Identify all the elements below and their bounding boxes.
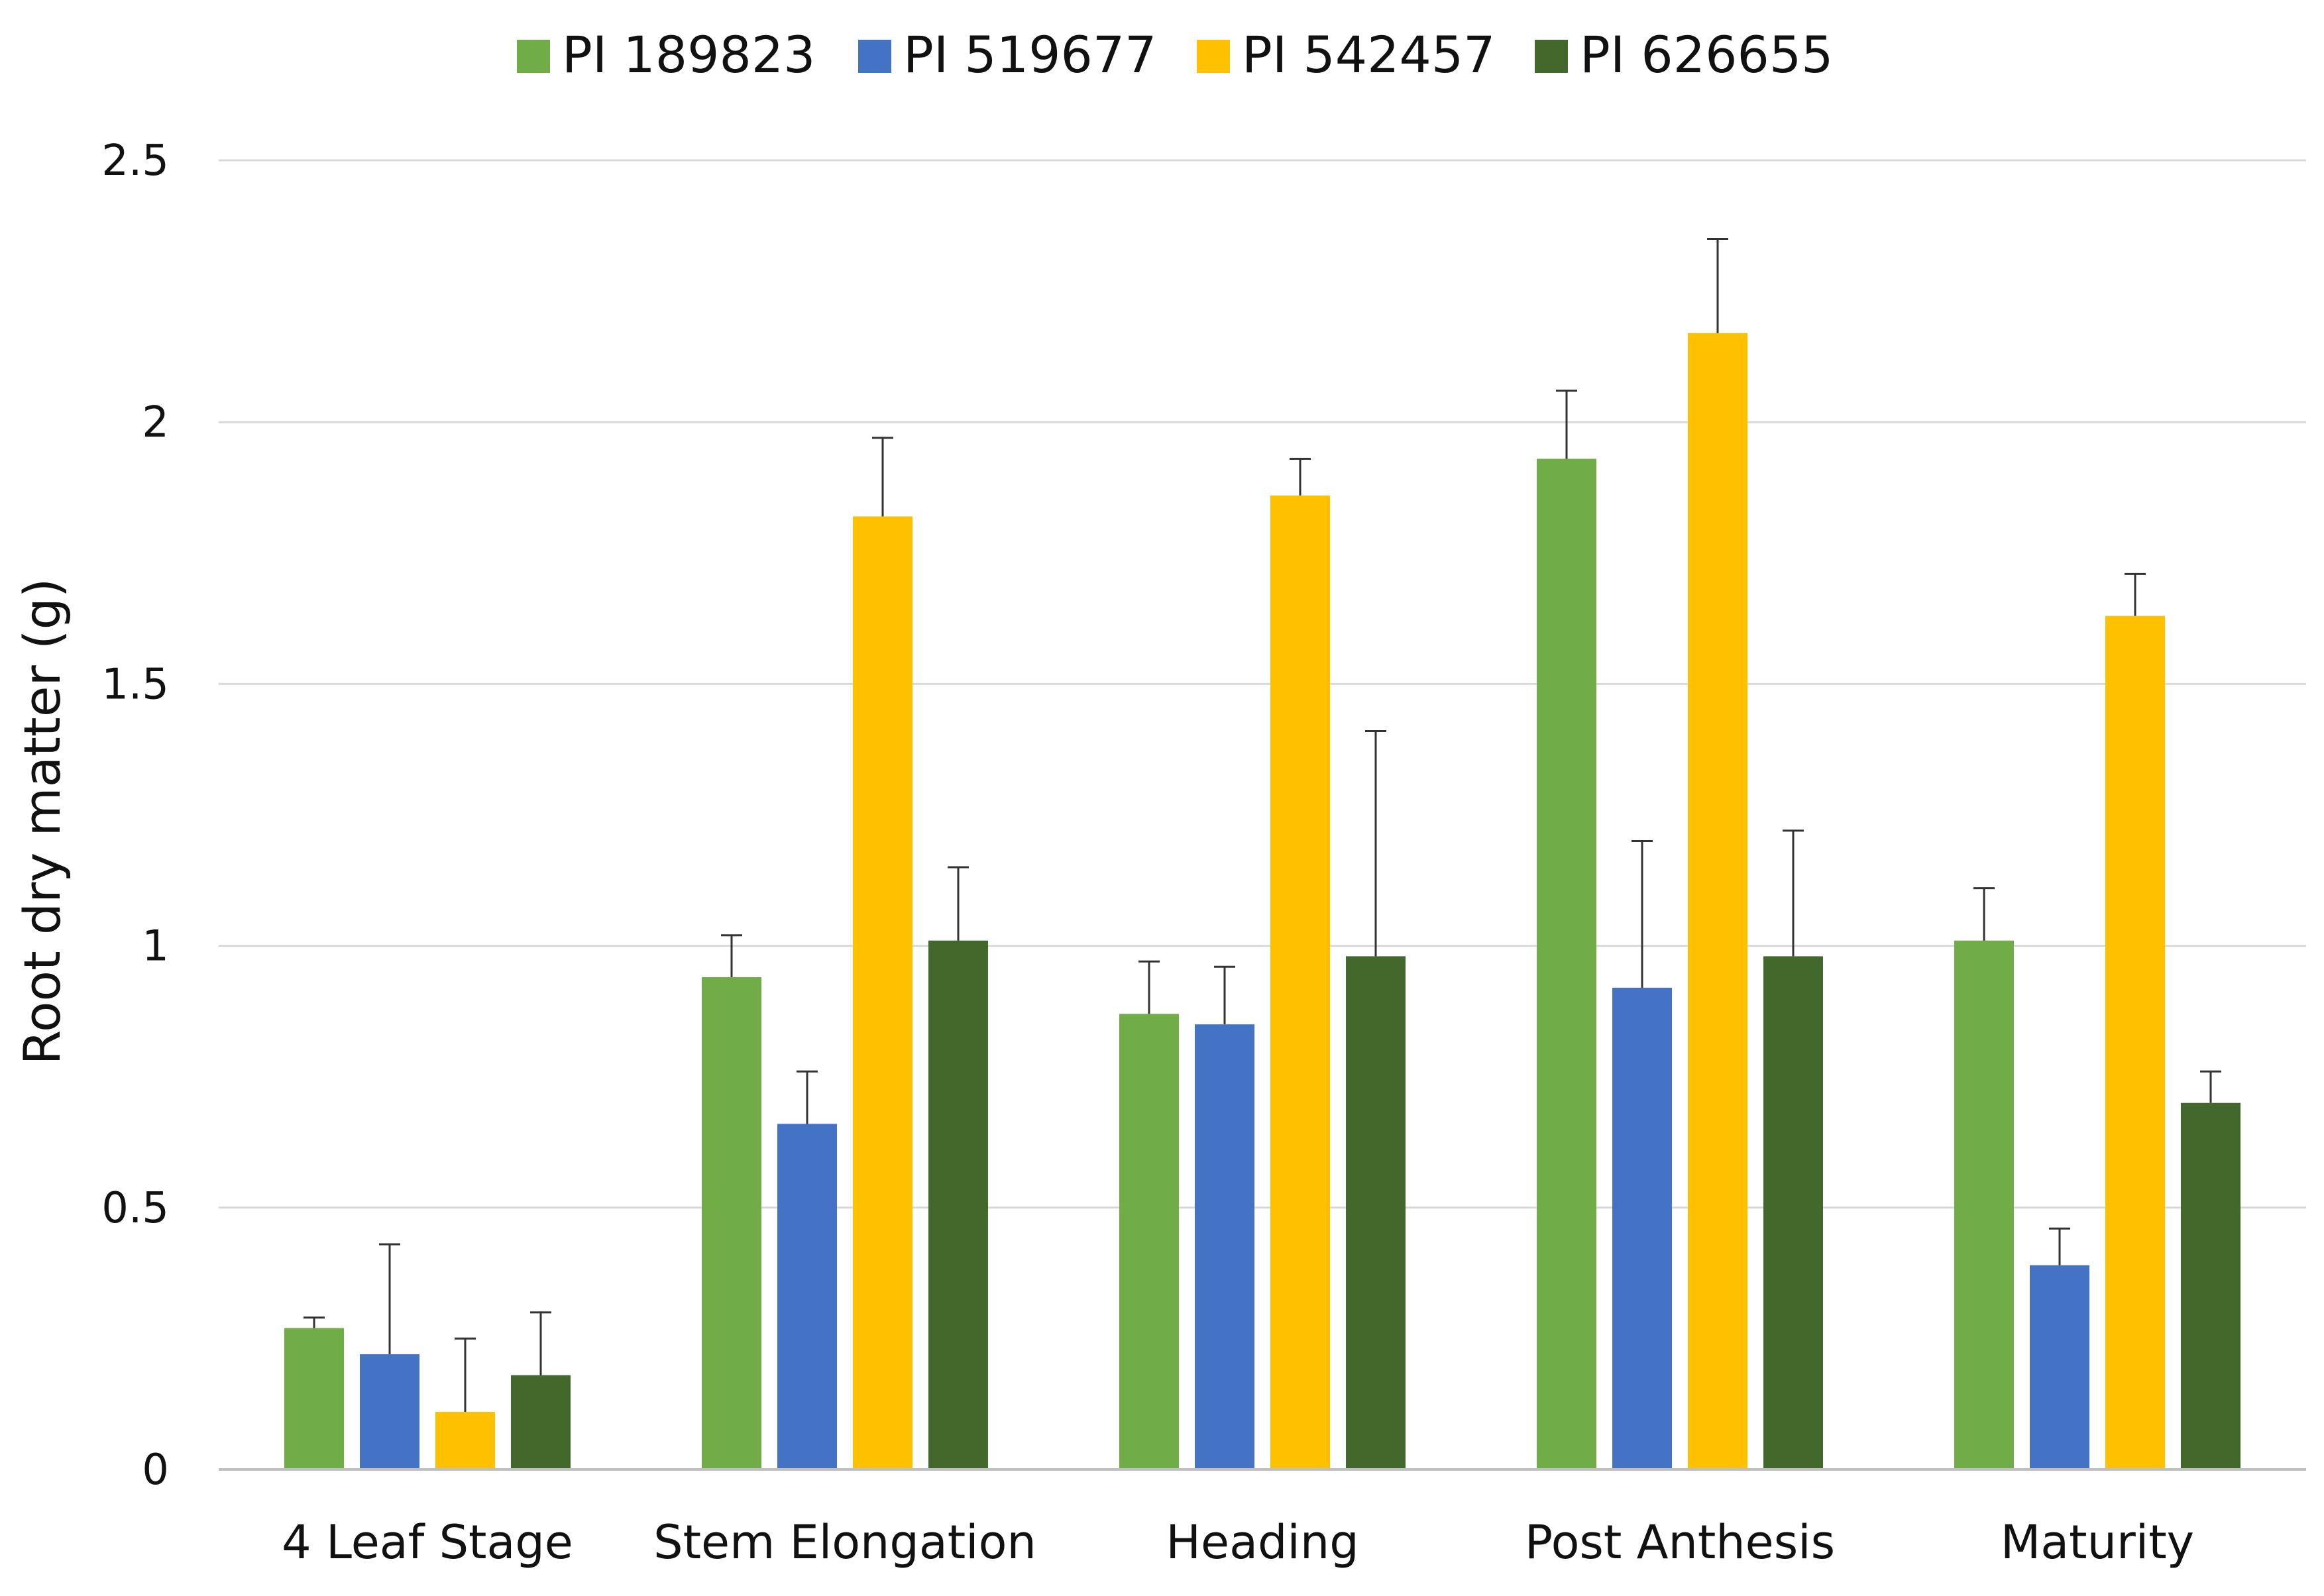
error-bars	[304, 238, 2221, 1412]
y-tick-label: 0.5	[101, 1184, 169, 1233]
legend: PI 189823 PI 519677 PI 542457 PI 626655	[517, 25, 1834, 84]
legend-label: PI 626655	[1580, 25, 1834, 84]
y-tick-label: 0	[142, 1446, 169, 1495]
bar-pi-626655	[1346, 956, 1406, 1469]
y-tick-label: 2.5	[101, 136, 169, 186]
legend-label: PI 542457	[1242, 25, 1496, 84]
x-tick-label: Maturity	[2001, 1515, 2194, 1569]
bars	[284, 333, 2241, 1470]
bar-pi-542457	[853, 516, 913, 1470]
x-tick-label: Post Anthesis	[1525, 1515, 1835, 1569]
legend-label: PI 189823	[562, 25, 816, 84]
x-tick-label: Heading	[1166, 1515, 1358, 1569]
bar-pi-519677	[2030, 1265, 2089, 1469]
y-tick-label: 1.5	[101, 660, 169, 709]
x-tick-label: 4 Leaf Stage	[282, 1515, 573, 1569]
bar-pi-519677	[1612, 987, 1672, 1469]
y-axis-title: Root dry matter (g)	[13, 578, 72, 1065]
bar-pi-542457	[2105, 615, 2165, 1470]
legend-swatch	[1535, 40, 1568, 73]
y-tick-label: 2	[142, 398, 169, 447]
bar-pi-189823	[1537, 458, 1596, 1469]
bar-pi-542457	[435, 1412, 495, 1469]
x-tick-label: Stem Elongation	[653, 1515, 1036, 1569]
bar-pi-189823	[702, 977, 761, 1469]
bar-pi-519677	[1195, 1024, 1254, 1469]
bar-pi-519677	[360, 1354, 419, 1469]
bar-pi-542457	[1270, 495, 1330, 1470]
y-tick-label: 1	[142, 922, 169, 971]
bar-pi-519677	[777, 1124, 837, 1469]
bar-pi-542457	[1688, 333, 1747, 1469]
bar-pi-189823	[1954, 940, 2014, 1469]
legend-swatch	[517, 40, 550, 73]
bar-pi-626655	[1763, 956, 1823, 1469]
bar-pi-626655	[511, 1375, 571, 1469]
bar-pi-189823	[1119, 1014, 1179, 1469]
bar-pi-626655	[2181, 1102, 2241, 1469]
bar-pi-626655	[928, 940, 988, 1469]
legend-swatch	[1197, 40, 1230, 73]
bar-pi-189823	[284, 1328, 344, 1469]
legend-swatch	[858, 40, 891, 73]
legend-label: PI 519677	[903, 25, 1157, 84]
axes: 0 0.5 1 1.5 2 2.5 4 Leaf Stage Stem Elongation H…	[101, 136, 2306, 1569]
